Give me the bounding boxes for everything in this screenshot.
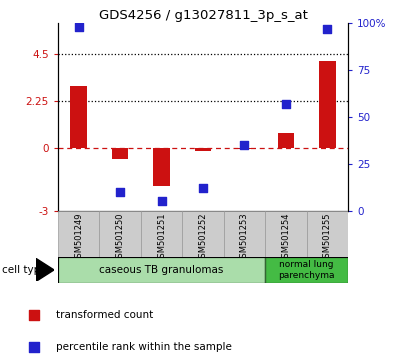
Bar xyxy=(153,148,170,185)
Text: GSM501253: GSM501253 xyxy=(240,212,249,263)
Polygon shape xyxy=(36,258,54,281)
Point xyxy=(200,185,206,191)
Bar xyxy=(265,257,348,283)
Bar xyxy=(70,86,87,148)
Text: GSM501255: GSM501255 xyxy=(323,212,332,263)
Text: transformed count: transformed count xyxy=(56,310,153,320)
Text: caseous TB granulomas: caseous TB granulomas xyxy=(99,265,224,275)
Point xyxy=(283,101,289,107)
Point xyxy=(241,142,248,148)
Text: cell type: cell type xyxy=(2,265,47,275)
Bar xyxy=(100,211,141,257)
Bar xyxy=(319,61,336,148)
Point xyxy=(31,312,38,318)
Bar xyxy=(306,211,348,257)
Bar xyxy=(141,211,182,257)
Title: GDS4256 / g13027811_3p_s_at: GDS4256 / g13027811_3p_s_at xyxy=(98,9,308,22)
Bar xyxy=(195,148,211,151)
Text: GSM501249: GSM501249 xyxy=(74,212,83,263)
Point xyxy=(31,344,38,350)
Point xyxy=(76,24,82,30)
Bar xyxy=(182,211,224,257)
Bar xyxy=(278,133,294,148)
Text: GSM501254: GSM501254 xyxy=(281,212,290,263)
Point xyxy=(158,198,165,204)
Text: normal lung
parenchyma: normal lung parenchyma xyxy=(278,260,335,280)
Text: GSM501251: GSM501251 xyxy=(157,212,166,263)
Point xyxy=(324,26,330,32)
Text: GSM501252: GSM501252 xyxy=(198,212,208,263)
Bar xyxy=(265,211,306,257)
Point xyxy=(117,189,123,195)
Bar xyxy=(224,211,265,257)
Text: percentile rank within the sample: percentile rank within the sample xyxy=(56,342,232,352)
Bar xyxy=(58,211,100,257)
Bar xyxy=(58,257,265,283)
Text: GSM501250: GSM501250 xyxy=(116,212,125,263)
Bar xyxy=(112,148,128,159)
Bar xyxy=(236,148,253,149)
